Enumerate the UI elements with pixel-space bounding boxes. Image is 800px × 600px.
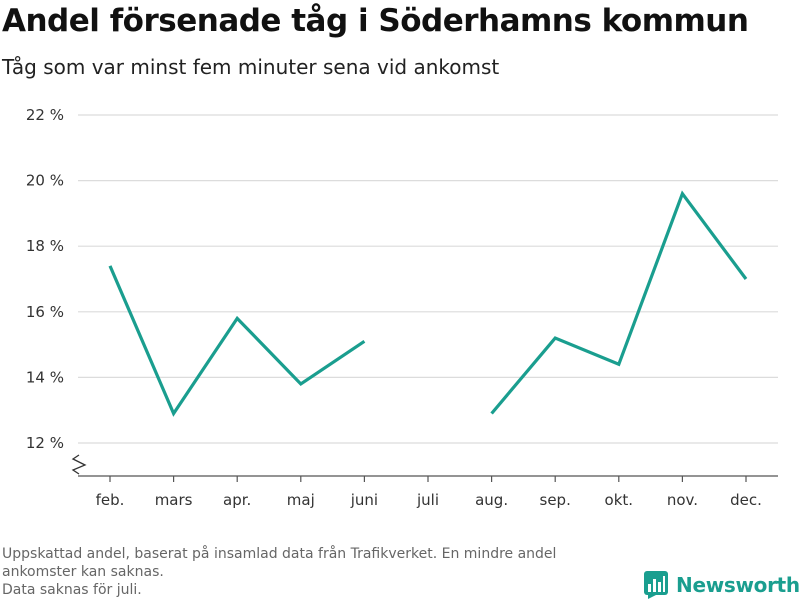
x-tick-label: maj (287, 491, 315, 509)
x-tick-label: okt. (605, 491, 634, 509)
y-tick-label: 20 % (26, 172, 64, 190)
x-tick-label: mars (155, 491, 193, 509)
x-tick-label: dec. (730, 491, 762, 509)
axis-break-icon (71, 454, 87, 475)
chart-subtitle: Tåg som var minst fem minuter sena vid a… (2, 55, 500, 79)
x-tick-label: sep. (540, 491, 571, 509)
footnote-line: Uppskattad andel, baserat på insamlad da… (2, 546, 557, 562)
y-tick-label: 12 % (26, 434, 64, 452)
newsworthy-logo-icon (644, 571, 668, 599)
newsworthy-logo: Newsworthy (644, 570, 800, 600)
footnote: Uppskattad andel, baserat på insamlad da… (2, 545, 642, 599)
series-line (490, 190, 748, 415)
footnote-line: ankomster kan saknas. (2, 564, 164, 580)
y-tick-label: 18 % (26, 237, 64, 255)
x-tick-label: aug. (475, 491, 508, 509)
x-tick-label: feb. (96, 491, 125, 509)
chart-title: Andel försenade tåg i Söderhamns kommun (2, 3, 749, 39)
x-tick-label: apr. (223, 491, 251, 509)
y-tick-label: 22 % (26, 106, 64, 124)
y-tick-label: 14 % (26, 368, 64, 386)
series-line (108, 265, 366, 417)
x-tick-label: juni (350, 491, 378, 509)
line-chart: 12 % 14 % 16 % 18 % 20 % 22 % feb. mars apr. maj j… (26, 106, 778, 509)
brand-name: Newsworthy (676, 573, 800, 597)
x-tick-label: juli (416, 491, 439, 509)
footnote-line: Data saknas för juli. (2, 582, 142, 598)
x-tick-label: nov. (667, 491, 698, 509)
y-tick-label: 16 % (26, 303, 64, 321)
